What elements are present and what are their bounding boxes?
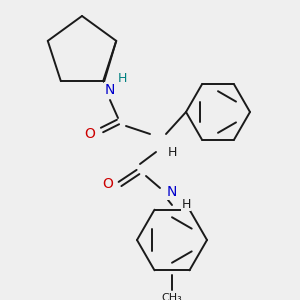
Text: CH₃: CH₃ xyxy=(162,293,182,300)
Text: N: N xyxy=(105,83,115,97)
Text: H: H xyxy=(117,71,127,85)
Text: O: O xyxy=(103,177,113,191)
Text: H: H xyxy=(181,197,191,211)
Text: O: O xyxy=(85,127,95,141)
Text: H: H xyxy=(167,146,177,158)
Text: N: N xyxy=(167,185,177,199)
